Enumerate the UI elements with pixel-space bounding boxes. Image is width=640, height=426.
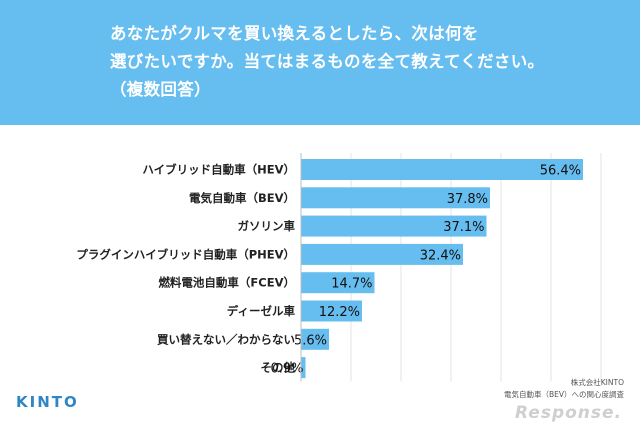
value-label: 56.4% — [540, 164, 581, 179]
bar — [301, 243, 463, 265]
title-line-2: 選びたいですか。当てはまるものを全て教えてください。 — [110, 52, 545, 71]
response-watermark: Response. — [515, 403, 622, 423]
value-label: 14.7% — [331, 277, 372, 292]
value-label: 37.8% — [447, 192, 488, 207]
bar — [301, 300, 362, 322]
bar — [301, 272, 375, 294]
value-label: 5.6% — [294, 333, 327, 348]
value-label: 32.4% — [420, 248, 461, 263]
category-label: その他 — [261, 361, 296, 375]
category-label: プラグインハイブリッド自動車（PHEV） — [76, 247, 295, 261]
bar — [301, 215, 487, 237]
title-line-1: あなたがクルマを買い換えるとしたら、次は何を — [110, 24, 479, 43]
title-line-3: （複数回答） — [110, 80, 211, 99]
header-banner: あなたがクルマを買い換えるとしたら、次は何を 選びたいですか。当てはまるものを全… — [0, 0, 640, 125]
category-label: 燃料電池自動車（FCEV） — [157, 276, 295, 290]
category-label: ガソリン車 — [238, 219, 296, 233]
bar-chart: ハイブリッド自動車（HEV） 56.4% 電気自動車（BEV） 37.8% ガソリン車 3… — [76, 153, 602, 382]
bar — [301, 159, 583, 180]
value-label: 0.9% — [270, 362, 303, 377]
category-label: 電気自動車（BEV） — [189, 191, 295, 205]
bar — [301, 357, 306, 379]
value-label: 37.1% — [443, 220, 484, 235]
category-label: ディーゼル車 — [227, 304, 296, 318]
chart-panel: ハイブリッド自動車（HEV） 56.4% 電気自動車（BEV） 37.8% ガソリン車 3… — [0, 125, 640, 426]
category-label: 買い替えない／わからない — [157, 332, 295, 346]
bar — [301, 187, 490, 209]
source-survey: 電気自動車（BEV）への関心度調査 — [503, 390, 624, 399]
source-company: 株式会社KINTO — [570, 378, 624, 387]
value-label: 12.2% — [319, 305, 360, 320]
bar — [301, 328, 329, 350]
kinto-logo: KINTO — [16, 393, 79, 411]
category-label: ハイブリッド自動車（HEV） — [142, 163, 295, 177]
